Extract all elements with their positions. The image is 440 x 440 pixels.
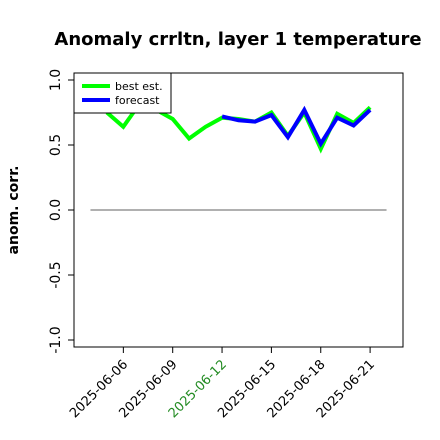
y-tick-label: -1.0 (48, 326, 64, 353)
y-axis: -1.0 -0.5 0.0 0.5 1.0 (48, 69, 74, 354)
y-tick-label: -0.5 (48, 261, 64, 288)
legend: best est. forecast (73, 72, 172, 114)
y-tick-label: 0.0 (48, 199, 64, 221)
chart-title: Anomaly crrltn, layer 1 temperature (54, 29, 421, 50)
legend-label-best-est: best est. (115, 80, 163, 93)
y-tick-label: 0.5 (48, 134, 64, 156)
legend-box (73, 72, 172, 114)
x-axis: 2025-06-062025-06-092025-06-122025-06-15… (67, 347, 378, 421)
y-axis-label: anom. corr. (6, 166, 22, 255)
legend-label-forecast: forecast (115, 94, 160, 107)
y-tick-label: 1.0 (48, 69, 64, 91)
series-line-forecast (221, 105, 372, 148)
plot-area: -1.0 -0.5 0.0 0.5 1.0 2025-06-062025-06-0920… (48, 69, 404, 421)
